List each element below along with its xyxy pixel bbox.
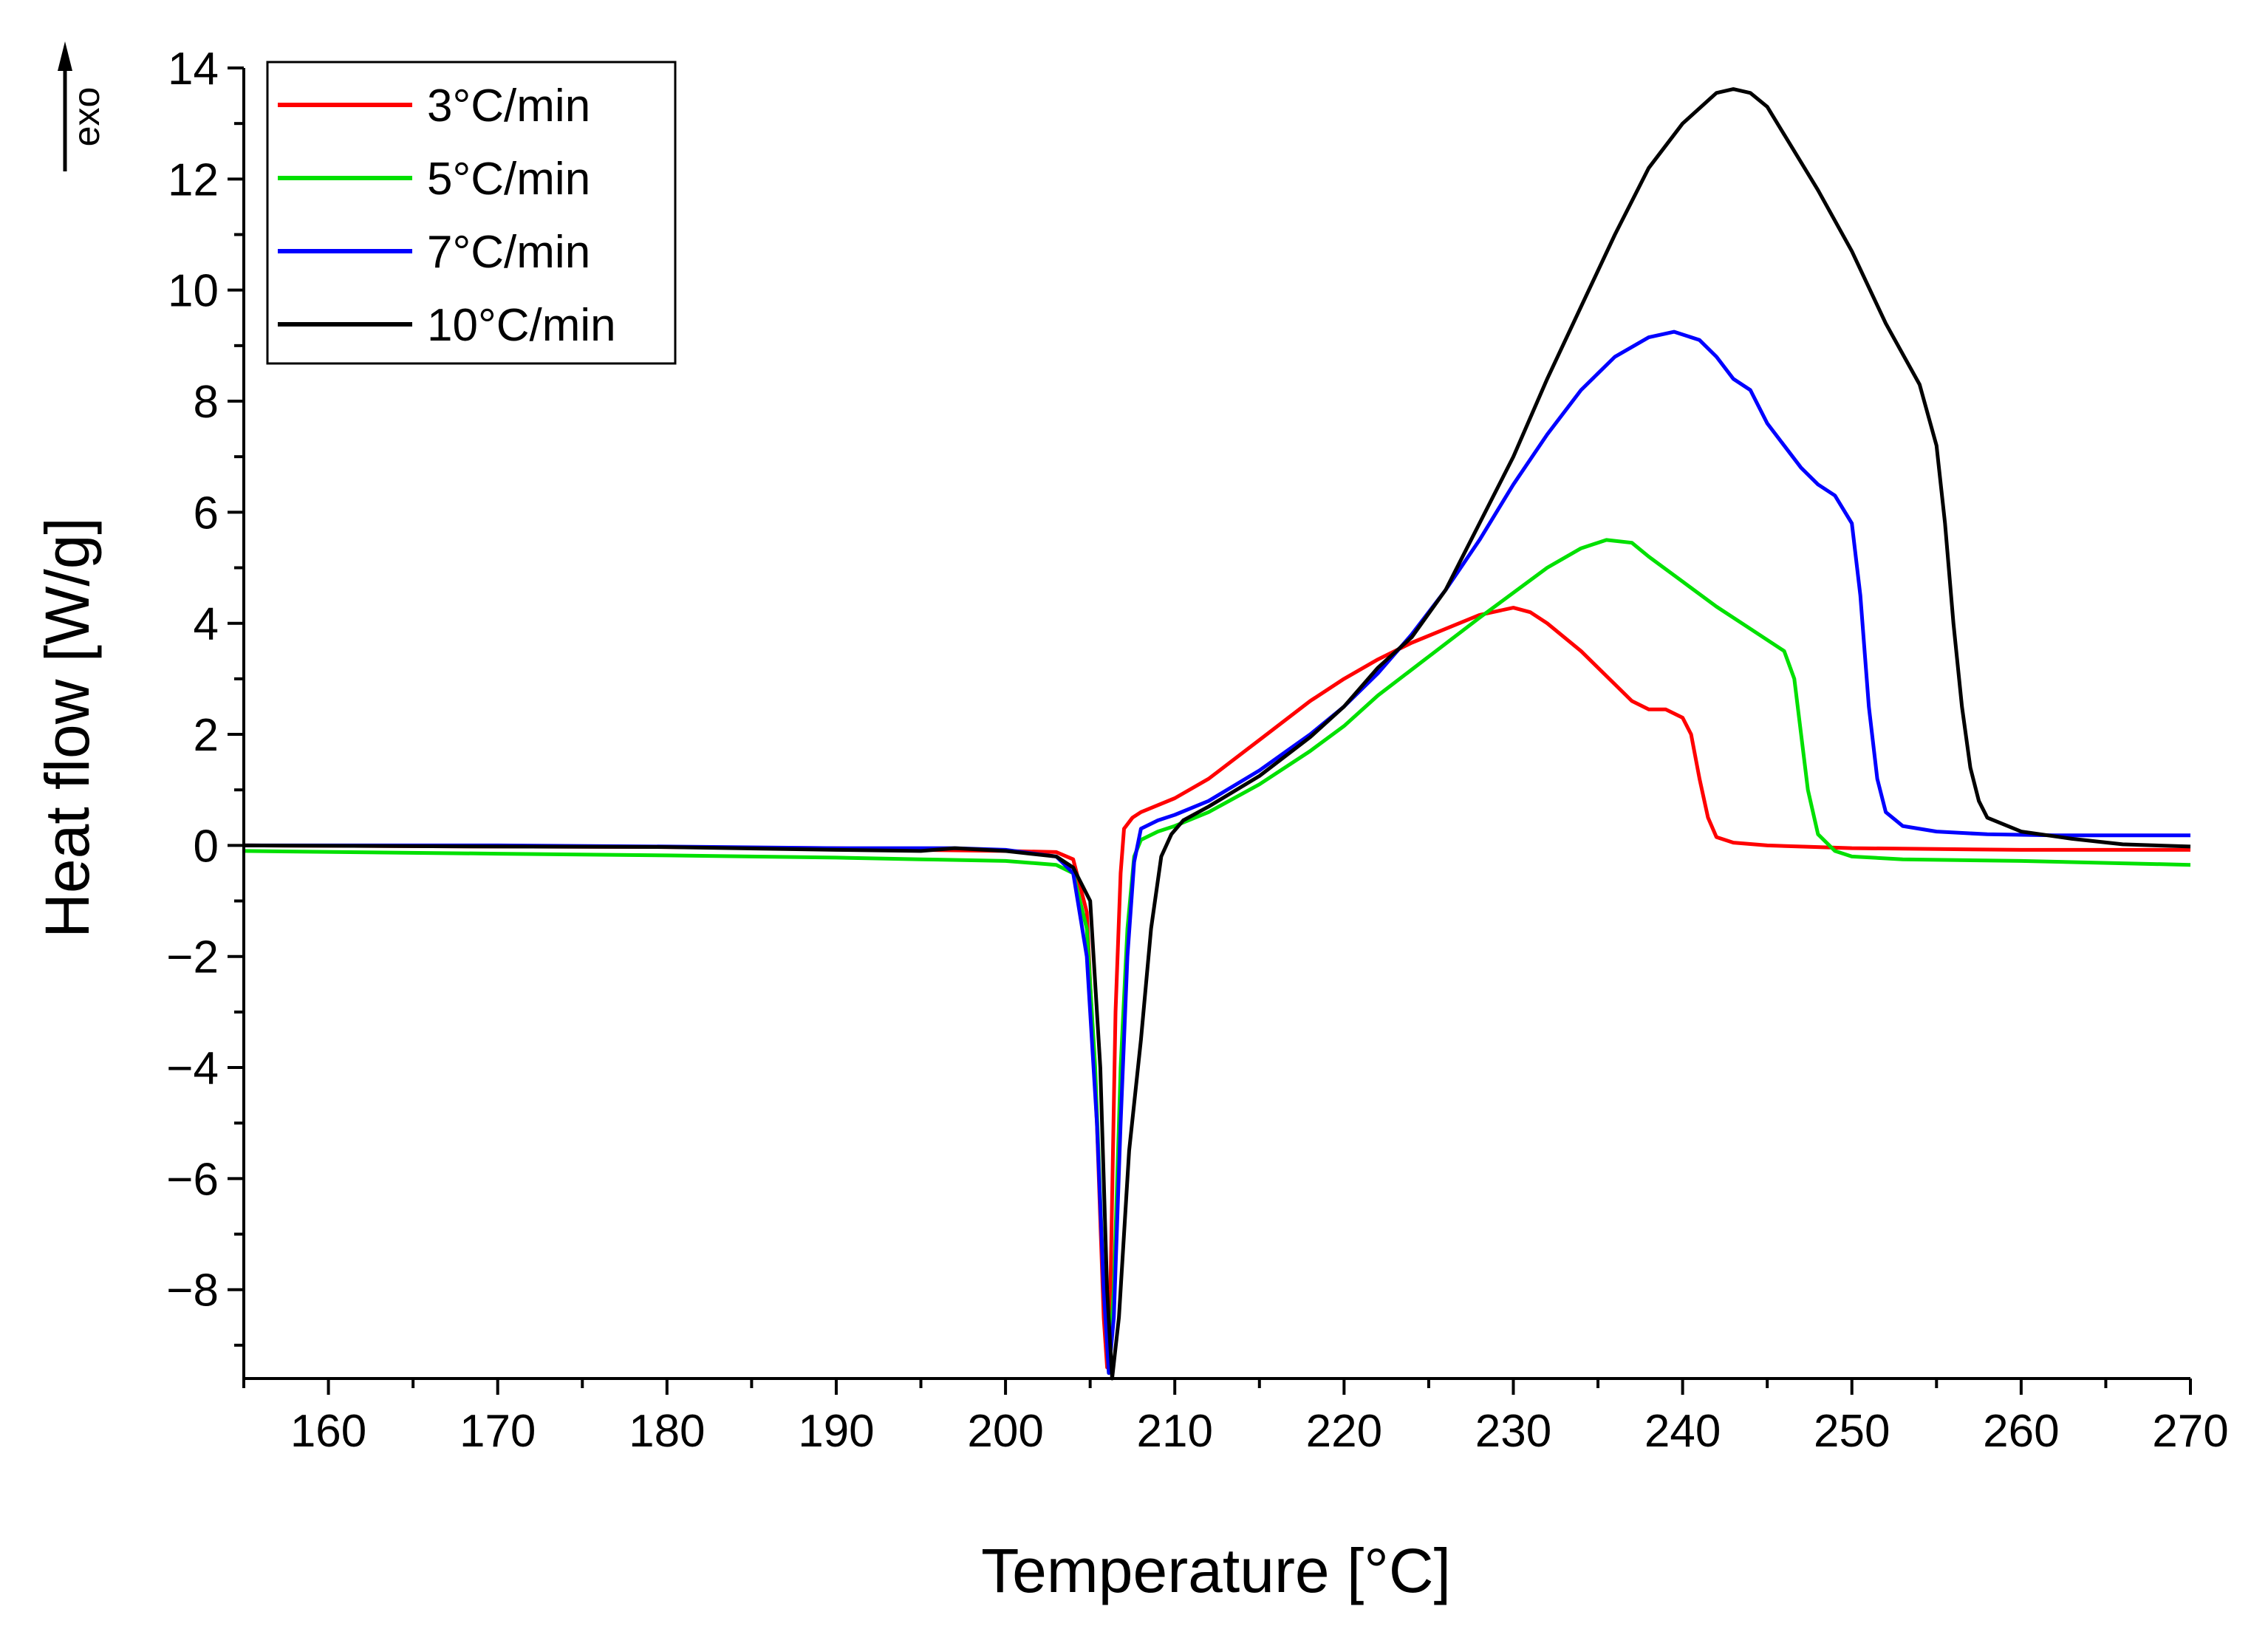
y-tick-label: 0 [194, 821, 219, 872]
series-line-3 [243, 87, 2191, 1381]
y-axis-title: Heat flow [W/g] [33, 517, 102, 938]
exo-arrowhead-icon [58, 41, 72, 71]
axes [242, 68, 2190, 1380]
y-tick-label: −2 [166, 932, 219, 983]
y-tick-label: 8 [194, 377, 219, 428]
x-tick-label: 160 [290, 1406, 366, 1457]
series-layer [243, 87, 2191, 1381]
x-axis-title: Temperature [°C] [981, 1536, 1451, 1605]
y-tick-label: 12 [168, 154, 219, 205]
y-tick-label: −6 [166, 1154, 219, 1205]
x-tick-label: 180 [629, 1406, 705, 1457]
series-line-0 [243, 606, 2190, 1370]
y-tick-label: 2 [194, 710, 219, 761]
exo-label: exo [66, 87, 107, 147]
legend-label: 5°C/min [427, 154, 590, 205]
legend: 3°C/min 5°C/min 7°C/min 10°C/min [266, 61, 677, 365]
y-tick-label: −8 [166, 1265, 219, 1316]
x-tick-label: 170 [460, 1406, 536, 1457]
x-tick-label: 270 [2152, 1406, 2228, 1457]
y-axis-ticks: 14 12 10 8 6 4 2 0 −2 −4 −6 −8 [166, 44, 244, 1347]
x-tick-label: 250 [1814, 1406, 1890, 1457]
x-tick-label: 190 [798, 1406, 874, 1457]
x-tick-label: 210 [1136, 1406, 1212, 1457]
x-axis-ticks: 160 170 180 190 200 210 220 230 240 250 260 270 [242, 1379, 2229, 1457]
y-tick-label: −4 [166, 1043, 219, 1094]
y-tick-label: 6 [194, 488, 219, 539]
x-tick-label: 220 [1306, 1406, 1382, 1457]
x-tick-label: 230 [1475, 1406, 1551, 1457]
y-tick-label: 10 [168, 266, 219, 317]
series-line-1 [243, 538, 2191, 1375]
x-tick-label: 240 [1644, 1406, 1721, 1457]
exo-annotation: exo [58, 41, 107, 171]
legend-label: 7°C/min [427, 227, 590, 278]
legend-frame [266, 61, 677, 365]
x-tick-label: 260 [1983, 1406, 2059, 1457]
legend-label: 10°C/min [427, 300, 616, 351]
x-tick-label: 200 [967, 1406, 1043, 1457]
legend-label: 3°C/min [427, 81, 590, 131]
y-tick-label: 14 [168, 44, 219, 95]
y-tick-label: 4 [194, 599, 219, 650]
